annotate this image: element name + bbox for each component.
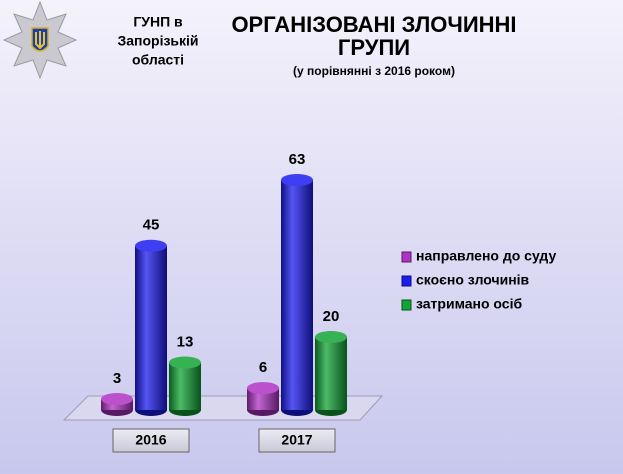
- bar-top: [101, 393, 133, 406]
- legend-marker: [401, 275, 412, 287]
- value-label: 20: [323, 308, 340, 325]
- bar-top: [247, 382, 279, 395]
- bar-top: [281, 174, 313, 187]
- value-label: 45: [143, 217, 160, 234]
- value-label: 13: [177, 334, 194, 351]
- bar: [135, 245, 167, 410]
- bar-top: [135, 239, 167, 252]
- bar: [281, 180, 313, 410]
- bar: [169, 362, 201, 410]
- x-tick-label: 2016: [135, 432, 166, 448]
- value-label: 3: [113, 370, 121, 387]
- bar-top: [315, 331, 347, 343]
- chart-subtitle: (у порівнянні з 2016 роком): [293, 64, 455, 78]
- legend-label: затримано осіб: [416, 296, 522, 312]
- x-tick-label: 2017: [281, 432, 312, 448]
- value-label: 63: [289, 151, 306, 168]
- year-box: [112, 428, 190, 453]
- org-line: області: [132, 52, 184, 68]
- value-label: 6: [259, 359, 267, 376]
- chart-title: ГРУПИ: [338, 35, 410, 60]
- org-line: Запорізькій: [117, 33, 198, 49]
- org-line: ГУНП в: [133, 14, 183, 30]
- legend-marker: [401, 299, 412, 311]
- bar-top: [169, 356, 201, 369]
- legend-label: скоєно злочинів: [416, 272, 530, 288]
- bar: [247, 388, 279, 410]
- year-box: [258, 428, 336, 453]
- bar: [315, 337, 347, 410]
- emblem: [2, 0, 78, 80]
- legend-label: направлено до суду: [416, 248, 556, 264]
- chart-title: ОРГАНІЗОВАНІ ЗЛОЧИННІ: [231, 12, 516, 37]
- legend-marker: [401, 251, 412, 263]
